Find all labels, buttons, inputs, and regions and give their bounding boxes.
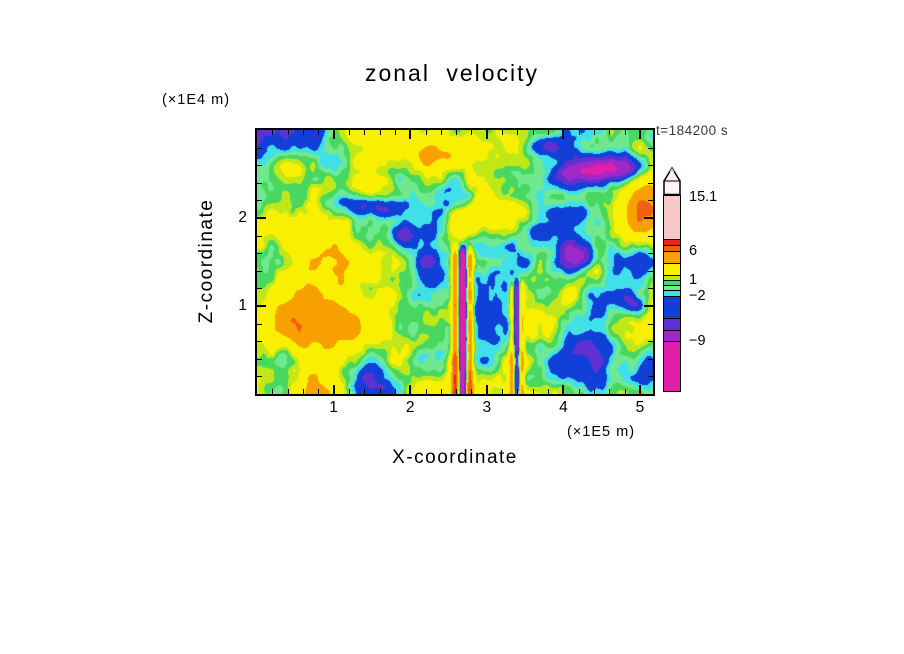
x-tick-label: 2 <box>405 399 415 416</box>
colorbar-tick-label: −9 <box>689 333 706 349</box>
y-tick-label: 1 <box>238 297 247 314</box>
colorbar-tick-label: 1 <box>689 272 698 288</box>
heatmap-field-canvas <box>257 130 653 394</box>
y-axis-unit-label: (×1E4 m) <box>162 92 231 108</box>
x-tick-label: 4 <box>559 399 568 416</box>
y-tick-label: 2 <box>238 209 247 226</box>
colorbar-segment <box>664 331 680 342</box>
colorbar-segment <box>664 246 680 252</box>
colorbar-tick-label: 15.1 <box>689 189 718 205</box>
colorbar-segment <box>664 291 680 297</box>
colorbar-segment <box>664 319 680 331</box>
colorbar-segment <box>664 264 680 276</box>
x-tick-label: 3 <box>482 399 492 416</box>
plot-area <box>255 128 655 396</box>
y-axis-title: Z-coordinate <box>196 198 217 324</box>
colorbar-segment <box>664 240 680 246</box>
colorbar-segment <box>664 196 680 240</box>
colorbar-segment <box>664 342 680 391</box>
colorbar-segment <box>664 297 680 319</box>
colorbar <box>663 195 681 392</box>
colorbar-segment <box>664 286 680 291</box>
colorbar-segment <box>664 252 680 264</box>
x-tick-label: 5 <box>635 399 645 416</box>
colorbar-tick-label: −2 <box>689 288 706 304</box>
colorbar-segment <box>664 281 680 286</box>
chart-title: zonal velocity <box>364 60 540 86</box>
x-axis-unit-label: (×1E5 m) <box>567 424 636 440</box>
time-annotation: t=184200 s <box>656 123 729 138</box>
tick-marks <box>257 130 653 394</box>
x-tick-label: 1 <box>329 399 338 416</box>
x-axis-title: X-coordinate <box>392 447 518 468</box>
colorbar-tick-label: 6 <box>689 243 698 259</box>
colorbar-segment <box>664 276 680 281</box>
colorbar-overflow-arrow-icon <box>663 166 681 196</box>
